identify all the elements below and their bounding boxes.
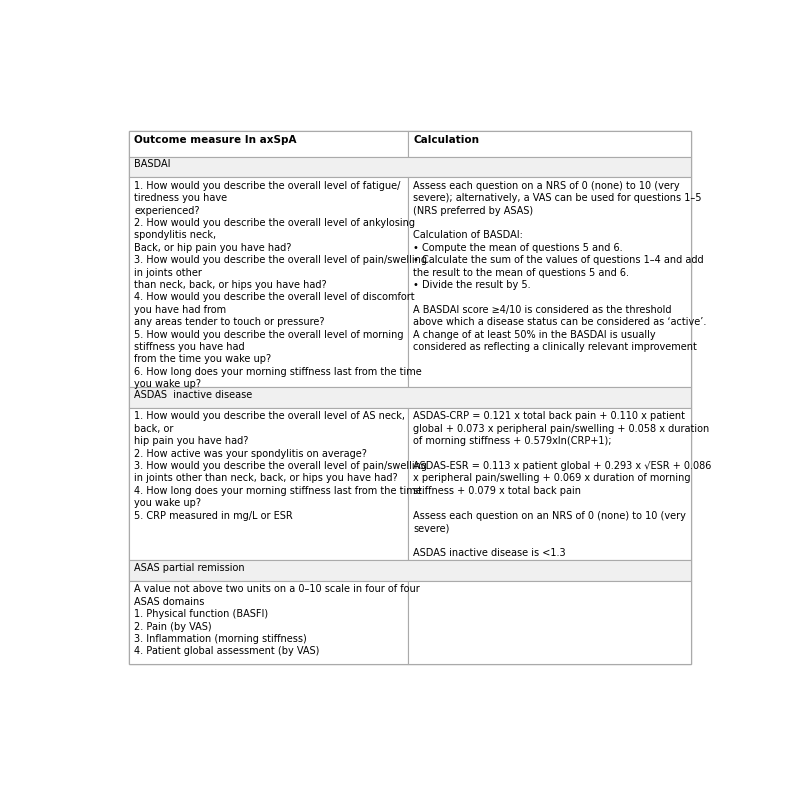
- Polygon shape: [130, 157, 690, 177]
- Polygon shape: [130, 131, 690, 664]
- Text: ASAS partial remission: ASAS partial remission: [134, 563, 245, 573]
- Text: 1. How would you describe the overall level of AS neck,
back, or
hip pain you ha: 1. How would you describe the overall le…: [134, 412, 427, 521]
- Text: Outcome measure In axSpA: Outcome measure In axSpA: [134, 135, 297, 146]
- Text: Assess each question on a NRS of 0 (none) to 10 (very
severe); alternatively, a : Assess each question on a NRS of 0 (none…: [413, 181, 706, 352]
- Text: BASDAI: BASDAI: [134, 159, 170, 169]
- Text: Calculation: Calculation: [413, 135, 479, 146]
- Polygon shape: [409, 131, 690, 157]
- Text: ASDAS-CRP = 0.121 x total back pain + 0.110 x patient
global + 0.073 x periphera: ASDAS-CRP = 0.121 x total back pain + 0.…: [413, 412, 711, 558]
- Polygon shape: [130, 387, 690, 408]
- Polygon shape: [409, 581, 690, 664]
- Polygon shape: [409, 177, 690, 387]
- Polygon shape: [130, 408, 409, 560]
- Polygon shape: [130, 131, 409, 157]
- Polygon shape: [409, 408, 690, 560]
- Text: 1. How would you describe the overall level of fatigue/
tiredness you have
exper: 1. How would you describe the overall le…: [134, 181, 427, 390]
- Text: A value not above two units on a 0–10 scale in four of four
ASAS domains
1. Phys: A value not above two units on a 0–10 sc…: [134, 585, 420, 656]
- Polygon shape: [130, 581, 409, 664]
- Polygon shape: [130, 560, 690, 581]
- Text: ASDAS  inactive disease: ASDAS inactive disease: [134, 390, 252, 400]
- Polygon shape: [130, 177, 409, 387]
